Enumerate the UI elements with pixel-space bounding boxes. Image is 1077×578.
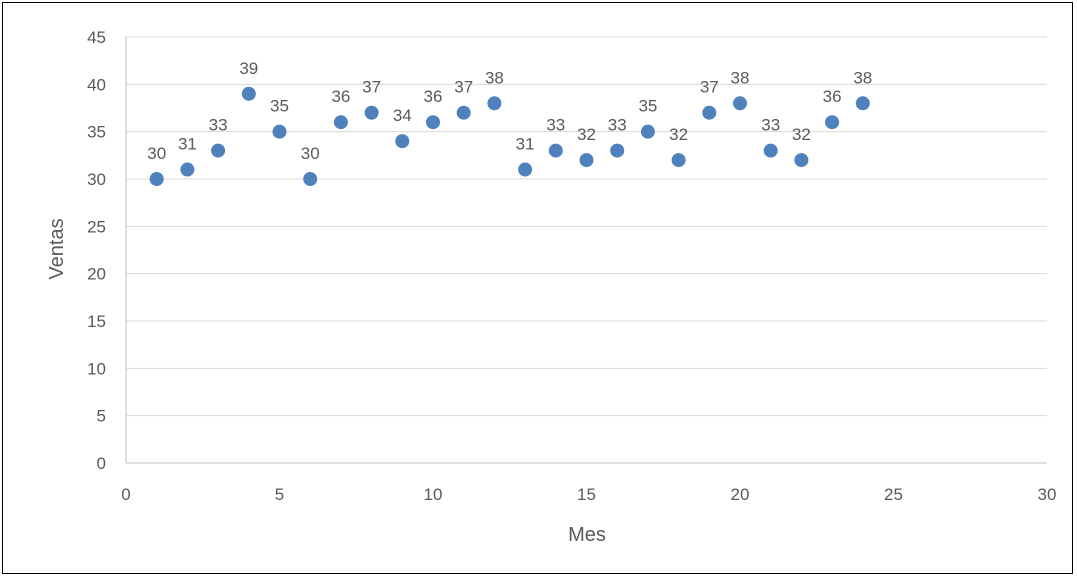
data-point [733, 96, 747, 111]
y-tick-label: 35 [87, 123, 106, 142]
data-label: 33 [608, 116, 627, 135]
data-point [763, 143, 778, 158]
data-point [426, 115, 440, 130]
data-label: 32 [577, 125, 596, 144]
y-axis-title: Ventas [46, 218, 68, 279]
data-point [211, 143, 226, 158]
data-label: 33 [761, 116, 780, 135]
data-point [794, 153, 809, 168]
data-point [702, 105, 717, 120]
y-tick-label: 30 [87, 170, 106, 189]
data-point [825, 115, 840, 130]
data-label: 30 [147, 144, 166, 163]
data-point [272, 124, 287, 139]
data-label: 34 [393, 106, 412, 125]
data-point [671, 153, 686, 168]
data-point [610, 143, 625, 158]
data-point [579, 153, 594, 168]
data-labels: 30 31 33 39 35 30 36 37 34 36 37 38 31 33 32 33 35 32 37 38… [147, 59, 872, 163]
data-label: 35 [638, 97, 657, 116]
x-tick-label: 5 [275, 485, 284, 504]
gridlines [126, 36, 1047, 417]
data-label: 36 [331, 87, 350, 106]
tick-labels: 0 5 10 15 20 25 30 35 40 45 0 5 10 15 20 25 30 [87, 28, 1056, 504]
data-point [855, 96, 870, 111]
x-tick-label: 30 [1038, 485, 1057, 504]
data-point [303, 172, 318, 186]
axes [125, 37, 1047, 464]
y-tick-label: 40 [87, 75, 106, 94]
data-label: 38 [485, 68, 504, 87]
y-tick-label: 45 [87, 28, 106, 47]
data-label: 38 [853, 68, 872, 87]
data-point [364, 105, 379, 120]
data-label: 32 [792, 125, 811, 144]
data-point [548, 143, 563, 158]
data-point [487, 96, 502, 111]
y-tick-label: 5 [97, 407, 106, 426]
data-label: 38 [731, 68, 750, 87]
y-tick-label: 25 [87, 217, 106, 236]
x-axis-title: Mes [568, 524, 606, 546]
data-point [456, 105, 471, 120]
data-label: 37 [700, 78, 719, 97]
data-label: 36 [823, 87, 842, 106]
data-label: 30 [301, 144, 320, 163]
y-tick-label: 10 [87, 359, 106, 378]
x-tick-label: 25 [884, 485, 903, 504]
x-tick-label: 15 [577, 485, 596, 504]
data-label: 33 [209, 116, 228, 135]
data-point [241, 86, 256, 101]
data-point [149, 172, 164, 186]
data-label: 36 [424, 87, 443, 106]
data-label: 37 [362, 78, 381, 97]
data-label: 31 [516, 135, 535, 154]
x-tick-label: 0 [121, 485, 130, 504]
data-point [333, 115, 348, 130]
data-point [180, 162, 195, 177]
data-label: 39 [239, 59, 258, 78]
y-tick-label: 15 [87, 312, 106, 331]
data-point [395, 134, 410, 149]
y-tick-label: 0 [97, 454, 106, 473]
y-tick-label: 20 [87, 265, 106, 284]
data-label: 35 [270, 97, 289, 116]
x-tick-label: 10 [424, 485, 443, 504]
data-label: 31 [178, 135, 197, 154]
data-label: 37 [454, 78, 473, 97]
data-points [149, 86, 870, 186]
x-tick-label: 20 [731, 485, 750, 504]
data-point [640, 124, 655, 139]
data-label: 32 [669, 125, 688, 144]
data-point [518, 162, 533, 177]
data-label: 33 [546, 116, 565, 135]
